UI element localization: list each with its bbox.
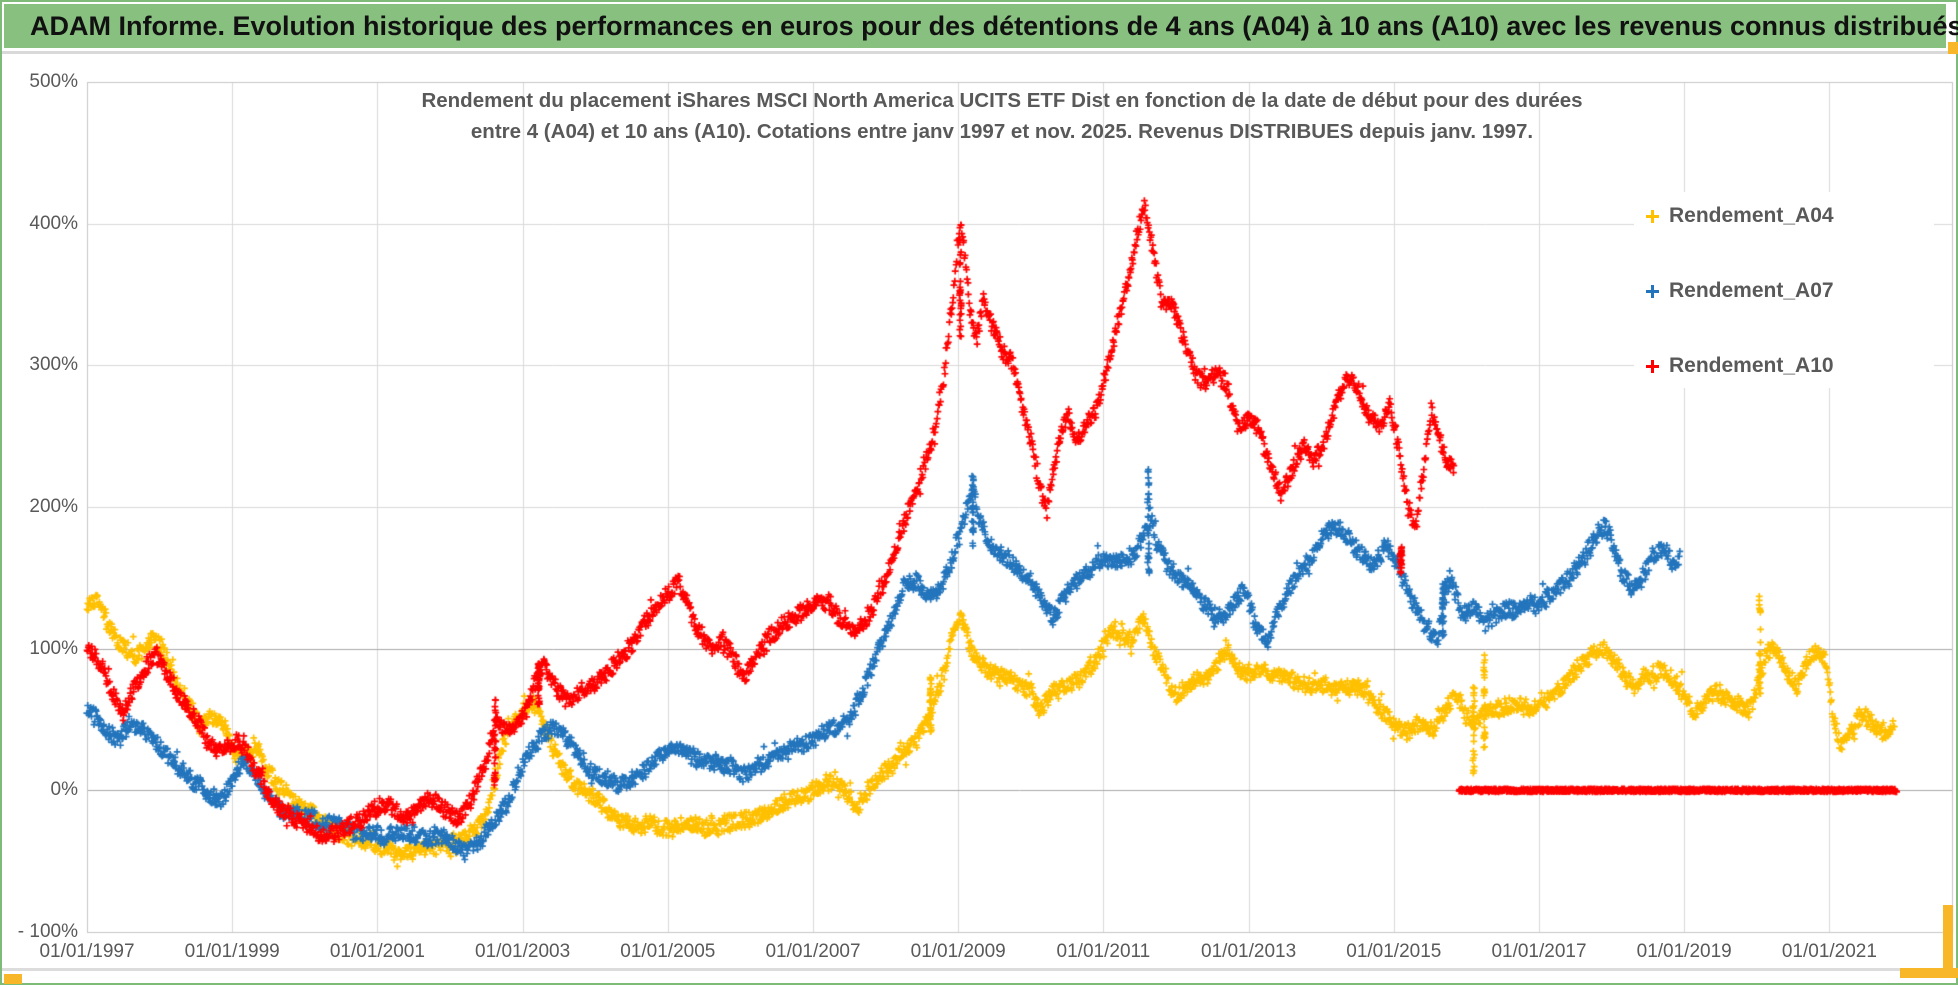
legend-item-rendement-a07[interactable]: Rendement_A07 — [1646, 276, 1834, 306]
chart-title-line2: entre 4 (A04) et 10 ans (A10). Cotations… — [470, 120, 1534, 143]
legend-item-rendement-a04[interactable]: Rendement_A04 — [1646, 201, 1834, 231]
x-tick-label: 01/01/2015 — [1346, 941, 1442, 962]
plus-marker-icon — [1646, 209, 1659, 223]
x-tick-label: 01/01/1997 — [39, 941, 135, 962]
x-tick-label: 01/01/2011 — [1056, 941, 1151, 962]
y-tick-label: - 100% — [17, 921, 78, 942]
chart-resize-handle[interactable] — [1900, 968, 1958, 978]
x-tick-label: 01/01/2017 — [1491, 941, 1587, 962]
x-tick-label: 01/01/2005 — [620, 941, 716, 962]
corner-accent-bottom-left — [4, 974, 22, 984]
y-tick-label: 0% — [50, 779, 78, 801]
legend-label: Rendement_A04 — [1669, 204, 1834, 227]
x-tick-label: 01/01/2003 — [475, 941, 571, 962]
x-tick-label: 01/01/2019 — [1636, 941, 1732, 962]
y-tick-label: 500% — [29, 71, 78, 92]
chart-legend: Rendement_A04 Rendement_A07 Rendement_A1… — [1634, 192, 1934, 388]
y-tick-label: 100% — [29, 637, 78, 659]
legend-item-rendement-a10[interactable]: Rendement_A10 — [1646, 351, 1834, 381]
chart-title-line1: Rendement du placement iShares MSCI Nort… — [421, 89, 1583, 112]
legend-label: Rendement_A07 — [1669, 279, 1834, 302]
plus-marker-icon — [1646, 284, 1659, 298]
bottom-divider — [2, 968, 1958, 971]
corner-accent-top-right — [1948, 42, 1958, 54]
x-tick-label: 01/01/2009 — [910, 941, 1006, 962]
x-tick-label: 01/01/2007 — [765, 941, 861, 962]
y-tick-label: 200% — [29, 496, 78, 517]
x-tick-label: 01/01/2013 — [1201, 941, 1297, 962]
chart-resize-handle[interactable] — [1943, 905, 1953, 978]
x-tick-label: 01/01/2001 — [329, 941, 425, 962]
x-tick-label: 01/01/1999 — [184, 941, 280, 962]
chart-title: Rendement du placement iShares MSCI Nort… — [332, 85, 1672, 147]
plus-marker-icon — [1646, 359, 1659, 373]
y-tick-label: 300% — [29, 354, 78, 376]
x-tick-label: 01/01/2021 — [1781, 941, 1877, 962]
legend-label: Rendement_A10 — [1669, 354, 1834, 377]
y-tick-label: 400% — [29, 212, 78, 234]
